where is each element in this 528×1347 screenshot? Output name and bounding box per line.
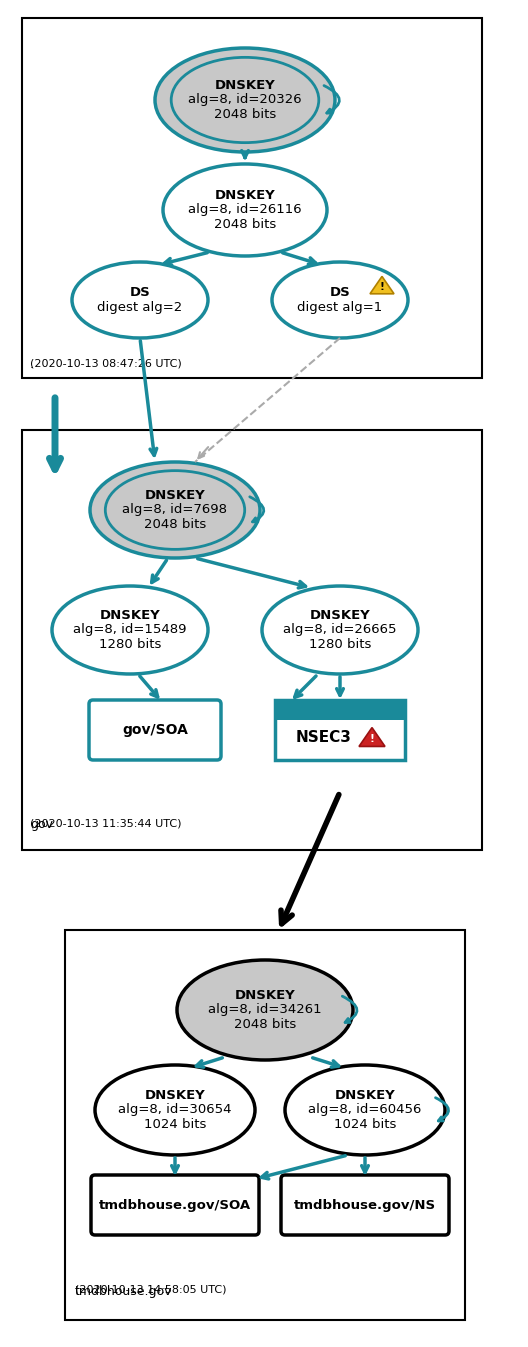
- Text: DS: DS: [329, 286, 351, 299]
- Text: tmdbhouse.gov: tmdbhouse.gov: [75, 1285, 173, 1299]
- Text: alg=8, id=26665: alg=8, id=26665: [283, 624, 397, 637]
- Text: 2048 bits: 2048 bits: [214, 218, 276, 232]
- Ellipse shape: [72, 263, 208, 338]
- Text: alg=8, id=15489: alg=8, id=15489: [73, 624, 187, 637]
- Ellipse shape: [262, 586, 418, 674]
- Text: alg=8, id=26116: alg=8, id=26116: [188, 203, 302, 217]
- Text: gov: gov: [30, 818, 53, 831]
- Text: DNSKEY: DNSKEY: [100, 609, 161, 622]
- Ellipse shape: [105, 470, 244, 550]
- Text: .: .: [30, 358, 34, 370]
- Text: 1280 bits: 1280 bits: [99, 638, 161, 651]
- Ellipse shape: [155, 48, 335, 152]
- Bar: [275, 700, 405, 760]
- Text: (2020-10-13 14:58:05 UTC): (2020-10-13 14:58:05 UTC): [75, 1285, 227, 1294]
- Text: tmdbhouse.gov/NS: tmdbhouse.gov/NS: [294, 1199, 436, 1211]
- Text: DNSKEY: DNSKEY: [335, 1088, 395, 1102]
- Ellipse shape: [52, 586, 208, 674]
- Polygon shape: [370, 276, 394, 294]
- Text: DNSKEY: DNSKEY: [309, 609, 370, 622]
- Bar: [275, 700, 405, 719]
- Text: alg=8, id=7698: alg=8, id=7698: [122, 504, 228, 516]
- Ellipse shape: [95, 1065, 255, 1154]
- Text: NSEC3: NSEC3: [296, 730, 352, 745]
- Text: DS: DS: [130, 286, 150, 299]
- Text: DNSKEY: DNSKEY: [145, 489, 205, 502]
- FancyBboxPatch shape: [89, 700, 221, 760]
- Text: 2048 bits: 2048 bits: [214, 108, 276, 121]
- Text: tmdbhouse.gov/SOA: tmdbhouse.gov/SOA: [99, 1199, 251, 1211]
- Text: 1280 bits: 1280 bits: [309, 638, 371, 651]
- Text: 1024 bits: 1024 bits: [334, 1118, 396, 1131]
- Bar: [22, 430, 482, 850]
- Bar: [65, 929, 465, 1320]
- Text: DNSKEY: DNSKEY: [214, 189, 276, 202]
- Text: (2020-10-13 08:47:26 UTC): (2020-10-13 08:47:26 UTC): [30, 358, 182, 368]
- Bar: [22, 18, 482, 379]
- FancyBboxPatch shape: [281, 1175, 449, 1235]
- Polygon shape: [359, 727, 385, 746]
- Text: alg=8, id=20326: alg=8, id=20326: [188, 93, 302, 106]
- Text: DNSKEY: DNSKEY: [234, 989, 295, 1002]
- Text: alg=8, id=30654: alg=8, id=30654: [118, 1103, 232, 1117]
- Text: DNSKEY: DNSKEY: [145, 1088, 205, 1102]
- Ellipse shape: [90, 462, 260, 558]
- Text: 2048 bits: 2048 bits: [144, 519, 206, 531]
- Text: gov/SOA: gov/SOA: [122, 723, 188, 737]
- Text: alg=8, id=60456: alg=8, id=60456: [308, 1103, 422, 1117]
- Ellipse shape: [272, 263, 408, 338]
- Ellipse shape: [163, 164, 327, 256]
- Text: digest alg=2: digest alg=2: [97, 300, 183, 314]
- Ellipse shape: [285, 1065, 445, 1154]
- Text: (2020-10-13 11:35:44 UTC): (2020-10-13 11:35:44 UTC): [30, 818, 182, 828]
- Text: 2048 bits: 2048 bits: [234, 1018, 296, 1032]
- Ellipse shape: [171, 58, 319, 143]
- Text: !: !: [380, 283, 384, 292]
- Text: DNSKEY: DNSKEY: [214, 78, 276, 92]
- Text: !: !: [370, 734, 374, 745]
- Ellipse shape: [177, 960, 353, 1060]
- Text: alg=8, id=34261: alg=8, id=34261: [208, 1004, 322, 1017]
- Text: digest alg=1: digest alg=1: [297, 300, 383, 314]
- Text: 1024 bits: 1024 bits: [144, 1118, 206, 1131]
- FancyBboxPatch shape: [91, 1175, 259, 1235]
